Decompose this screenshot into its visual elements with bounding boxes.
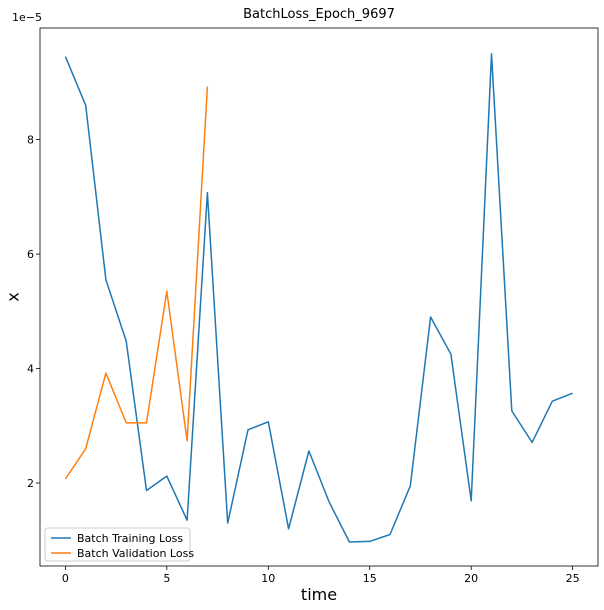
x-tick-label: 20 — [464, 572, 478, 585]
series-layer — [64, 53, 573, 543]
series-line-validation — [64, 86, 209, 480]
y-axis: 2 4 6 8 — [27, 134, 40, 490]
y-tick-label: 6 — [27, 248, 34, 261]
legend-box — [44, 527, 191, 562]
x-axis-label: time — [301, 585, 337, 604]
series-line-training — [64, 53, 573, 543]
y-tick-label: 4 — [27, 363, 34, 376]
x-tick-label: 15 — [363, 572, 377, 585]
x-tick-label: 10 — [261, 572, 275, 585]
y-tick-label: 2 — [27, 477, 34, 490]
chart-title: BatchLoss_Epoch_9697 — [243, 7, 395, 22]
x-tick-label: 0 — [62, 572, 69, 585]
y-tick-label: 8 — [27, 134, 34, 147]
legend: Batch Training Loss Batch Validation Loss — [44, 527, 194, 562]
legend-label: Batch Training Loss — [77, 532, 183, 545]
legend-label: Batch Validation Loss — [77, 547, 194, 560]
x-tick-label: 25 — [566, 572, 580, 585]
y-axis-label: x — [4, 292, 23, 301]
x-axis: 0 5 10 15 20 25 — [62, 566, 580, 585]
plot-frame — [39, 27, 599, 567]
x-tick-label: 5 — [163, 572, 170, 585]
y-axis-offset-label: 1e−5 — [12, 11, 42, 24]
